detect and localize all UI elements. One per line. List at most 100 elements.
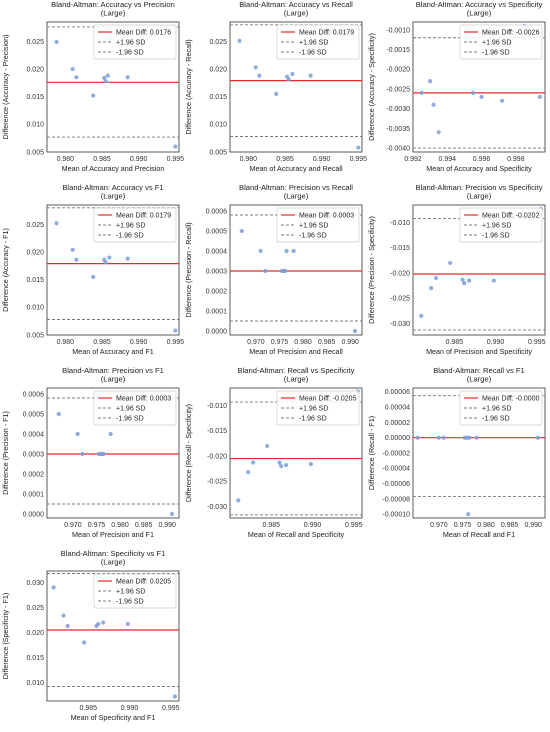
data-point (91, 93, 96, 98)
x-tick-label: 0.995 (528, 339, 546, 346)
y-tick-label: -0.0010 (386, 27, 410, 34)
y-tick-label: 0.025 (209, 39, 227, 46)
x-tick-label: 0.992 (404, 156, 422, 163)
y-axis-label: Difference (Recall - F1) (367, 416, 376, 490)
x-tick-label: 0.985 (501, 522, 519, 529)
legend-box (276, 24, 360, 60)
y-tick-label: -0.00006 (382, 481, 410, 488)
y-tick-label: 0.0004 (23, 431, 45, 438)
data-point (279, 464, 284, 469)
chart-title: (Large) (284, 375, 309, 384)
x-axis-label: Mean of Accuracy and Precision (62, 164, 165, 173)
y-tick-label: 0.005 (26, 149, 44, 156)
x-tick-label: 0.995 (167, 339, 185, 346)
x-tick-label: 0.990 (130, 339, 148, 346)
y-tick-label: -0.00008 (382, 496, 410, 503)
legend-box (459, 207, 543, 243)
y-tick-label: -0.00002 (382, 450, 410, 457)
x-tick-label: 0.990 (304, 522, 322, 529)
x-tick-label: 0.975 (454, 522, 472, 529)
x-tick-label: 0.995 (167, 156, 185, 163)
chart-title: Bland-Altman: Accuracy vs Precision (51, 0, 175, 9)
chart-title: Bland-Altman: Precision vs F1 (62, 366, 164, 375)
x-tick-label: 0.994 (439, 156, 457, 163)
x-tick-label: 0.980 (240, 156, 258, 163)
data-point (491, 278, 496, 283)
data-point (70, 66, 75, 72)
legend-label: +1.96 SD (116, 406, 145, 413)
data-point (61, 613, 66, 618)
legend-label: +1.96 SD (299, 223, 328, 230)
x-tick-label: 0.995 (350, 156, 368, 163)
y-axis-label: Difference (Precision - Specificity) (367, 216, 376, 324)
x-tick-label: 0.985 (262, 522, 280, 529)
data-point (236, 498, 241, 503)
y-tick-label: -0.025 (390, 296, 410, 303)
chart-title: (Large) (284, 9, 309, 18)
data-point (467, 278, 472, 283)
x-tick-label: 0.990 (121, 705, 139, 712)
chart-title: (Large) (101, 192, 126, 201)
data-point (462, 281, 467, 286)
chart-title: (Large) (101, 558, 126, 567)
y-tick-label: 0.00000 (385, 435, 410, 442)
chart-svg: 0.980 0.985 0.990 0.995 0.005 0.010 0.015 0.020… (1, 0, 185, 173)
y-tick-label: 0.00002 (385, 420, 410, 427)
data-point (74, 75, 79, 80)
legend-label: +1.96 SD (116, 223, 145, 230)
x-axis-label: Mean of Precision and F1 (72, 530, 154, 539)
legend-label: Mean Diff: -0.0202 (482, 213, 540, 220)
legend-label: -1.96 SD (116, 416, 144, 423)
y-tick-label: 0.0002 (23, 471, 45, 478)
legend-label: -1.96 SD (482, 416, 510, 423)
chart-svg: 0.970 0.975 0.980 0.985 0.990 -0.00010 -0.0000… (367, 366, 546, 539)
y-tick-label: 0.025 (26, 39, 44, 46)
data-point (82, 640, 87, 645)
y-axis-label: Difference (Accuracy - Recall) (184, 39, 193, 134)
chart-title: Bland-Altman: Precision vs Specificity (415, 183, 542, 192)
data-point (251, 460, 256, 465)
chart-svg: 0.970 0.975 0.980 0.985 0.990 0.0000 0.0001 0.0… (184, 183, 363, 356)
y-tick-label: -0.030 (390, 321, 410, 328)
x-tick-label: 0.985 (93, 339, 111, 346)
x-tick-label: 0.990 (524, 522, 542, 529)
y-tick-label: 0.0003 (206, 268, 228, 275)
y-axis-label: Difference (Accuracy - F1) (1, 228, 10, 312)
data-point (125, 256, 130, 261)
y-tick-label: 0.030 (26, 580, 44, 587)
data-point (107, 255, 112, 260)
y-tick-label: 0.005 (209, 149, 227, 156)
y-tick-label: 0.020 (26, 249, 44, 256)
y-axis-label: Difference (Precision - F1) (1, 411, 10, 495)
data-point (436, 435, 442, 440)
legend-label: -1.96 SD (299, 50, 327, 57)
data-point (419, 90, 424, 96)
data-point (467, 435, 472, 440)
data-point (173, 328, 178, 333)
data-point (286, 77, 291, 82)
x-axis-label: Mean of Specificity and F1 (71, 713, 156, 722)
data-point (246, 470, 251, 475)
x-axis-label: Mean of Precision and Recall (249, 347, 343, 356)
y-tick-label: 0.0000 (23, 511, 45, 518)
y-tick-label: -0.0030 (386, 106, 410, 113)
data-point (277, 460, 282, 465)
legend-box (459, 24, 543, 60)
data-point (70, 247, 75, 252)
y-tick-label: 0.020 (26, 66, 44, 73)
y-tick-label: 0.020 (26, 630, 44, 637)
chart-svg: 0.992 0.994 0.996 0.998 -0.0040 -0.0035 -0.003… (367, 0, 546, 173)
y-axis-label: Difference (Precision - Recall) (184, 222, 193, 317)
y-tick-label: -0.0020 (386, 67, 410, 74)
chart-title: Bland-Altman: Accuracy vs F1 (62, 183, 163, 192)
y-tick-label: -0.010 (390, 220, 410, 227)
data-point (352, 328, 358, 334)
chart-panel-8: 0.985 0.990 0.995 -0.030 -0.025 -0.020 -0.015 -… (183, 366, 366, 549)
legend-label: Mean Diff: 0.0176 (116, 30, 171, 37)
y-tick-label: 0.0002 (206, 288, 228, 295)
data-point (237, 38, 242, 43)
chart-svg: 0.985 0.990 0.995 0.010 0.015 0.020 0.025 0.030… (1, 549, 180, 722)
legend-box (459, 390, 543, 426)
chart-svg: 0.980 0.985 0.990 0.995 0.005 0.010 0.015 0.020… (184, 0, 368, 173)
data-point (253, 65, 258, 70)
